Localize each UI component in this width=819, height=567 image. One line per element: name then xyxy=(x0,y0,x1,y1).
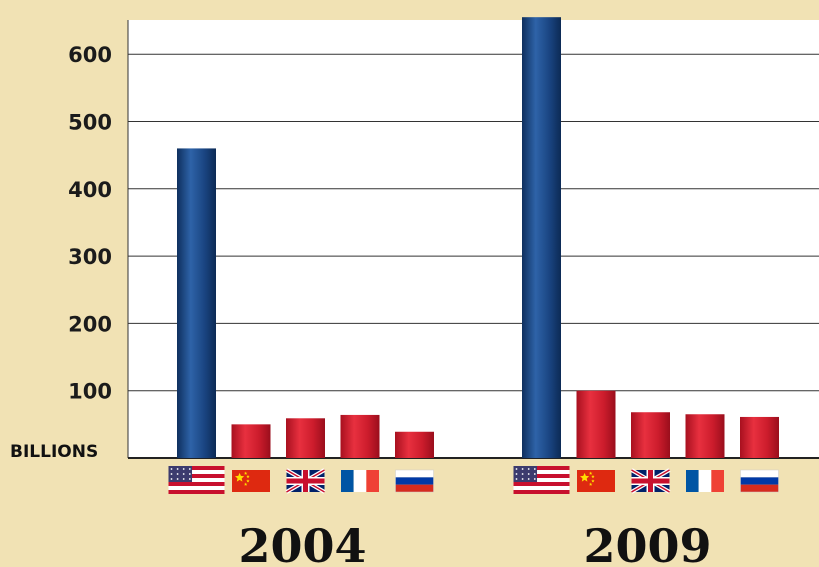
y-tick-label: 100 xyxy=(68,380,112,404)
bar-united-kingdom-2009 xyxy=(631,412,670,458)
bar-russia-2009 xyxy=(740,416,779,458)
bar-united-states-2009 xyxy=(522,17,561,459)
plot-area xyxy=(128,20,819,458)
bars xyxy=(177,17,779,459)
y-tick-label: 300 xyxy=(68,245,112,269)
y-tick-label: 400 xyxy=(68,178,112,202)
united-kingdom-flag-icon xyxy=(285,468,326,494)
year-label: 2009 xyxy=(583,519,711,567)
russia-flag-icon xyxy=(395,469,434,493)
bar-china-2009 xyxy=(576,390,616,458)
russia-flag-icon xyxy=(740,469,779,493)
y-tick-label: 600 xyxy=(68,43,112,67)
year-label: 2004 xyxy=(238,519,366,567)
group-labels: 2004 2009 xyxy=(238,519,711,567)
france-flag-icon xyxy=(341,470,379,492)
flags xyxy=(168,466,779,494)
united-kingdom-flag-icon xyxy=(630,468,671,494)
china-flag-icon xyxy=(577,470,615,492)
y-axis: 100 200 300 400 500 600 xyxy=(68,20,129,458)
united-states-flag-icon xyxy=(168,466,225,494)
bar-russia-2004 xyxy=(395,431,434,458)
china-flag-icon xyxy=(232,470,270,492)
y-tick-label: 200 xyxy=(68,312,112,336)
y-tick-label: 500 xyxy=(68,111,112,135)
united-states-flag-icon xyxy=(513,466,570,494)
bar-united-kingdom-2004 xyxy=(286,418,325,458)
bar-china-2004 xyxy=(231,424,271,458)
bar-united-states-2004 xyxy=(177,148,216,459)
france-flag-icon xyxy=(686,470,724,492)
grid-lines xyxy=(128,53,819,392)
bar-france-2009 xyxy=(685,414,725,458)
y-unit-label: BILLIONS xyxy=(10,442,98,462)
bar-france-2004 xyxy=(340,414,380,458)
